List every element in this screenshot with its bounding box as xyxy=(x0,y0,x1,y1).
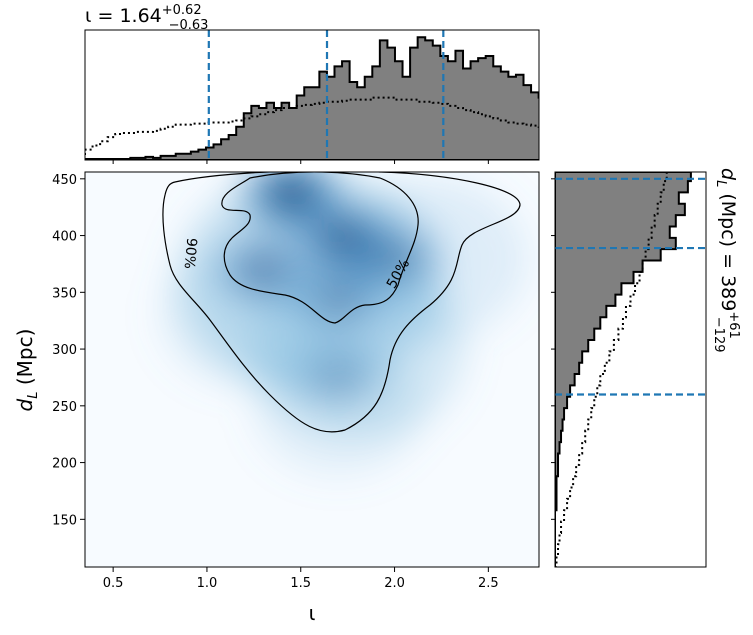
y-tick-label: 200 xyxy=(52,457,77,472)
top-histogram-ticks xyxy=(112,160,489,164)
contour-label-90: 90% xyxy=(181,237,200,269)
y-tick-label: 250 xyxy=(52,400,77,415)
x-tick-label: 2.5 xyxy=(478,576,499,591)
x-tick-label: 0.5 xyxy=(103,576,124,591)
x-tick-label: 1.5 xyxy=(290,576,311,591)
y-tick-label: 450 xyxy=(52,173,77,188)
distance-prior-hist xyxy=(555,172,668,567)
x-tick-label: 1.0 xyxy=(197,576,218,591)
credible-contours xyxy=(162,172,521,433)
density-core-4 xyxy=(314,279,363,316)
main-axis-ticks: 0.5 1.0 1.5 2.0 2.5 150 200 250 300 350 400 450 xyxy=(52,173,499,591)
distance-posterior-hist xyxy=(555,172,692,567)
y-tick-label: 400 xyxy=(52,230,77,245)
x-axis-label: ι xyxy=(309,601,316,625)
main-frame xyxy=(84,171,540,568)
density-core-3 xyxy=(370,240,419,277)
top-histogram-frame xyxy=(84,29,540,161)
right-histogram xyxy=(555,172,706,567)
density-core-2 xyxy=(239,251,288,288)
right-histogram-ticks xyxy=(551,178,555,520)
y-tick-label: 300 xyxy=(52,343,77,358)
x-tick-label: 2.0 xyxy=(384,576,405,591)
density-heatmap: 90% 50% xyxy=(85,172,539,567)
y-tick-label: 150 xyxy=(52,513,77,528)
density-core-5 xyxy=(314,359,363,396)
contour-50 xyxy=(221,172,419,324)
right-histogram-frame xyxy=(554,171,707,568)
top-histogram xyxy=(85,30,539,160)
distance-title: dL (Mpc) = 389+61−129 xyxy=(711,168,741,353)
y-tick-label: 350 xyxy=(52,286,77,301)
contour-90 xyxy=(162,172,521,433)
y-axis-label: dL (Mpc) xyxy=(13,329,41,412)
density-core-0 xyxy=(267,175,316,212)
iota-title: ι = 1.64+0.62 −0.63 xyxy=(85,3,208,33)
iota-posterior-hist xyxy=(85,36,539,160)
